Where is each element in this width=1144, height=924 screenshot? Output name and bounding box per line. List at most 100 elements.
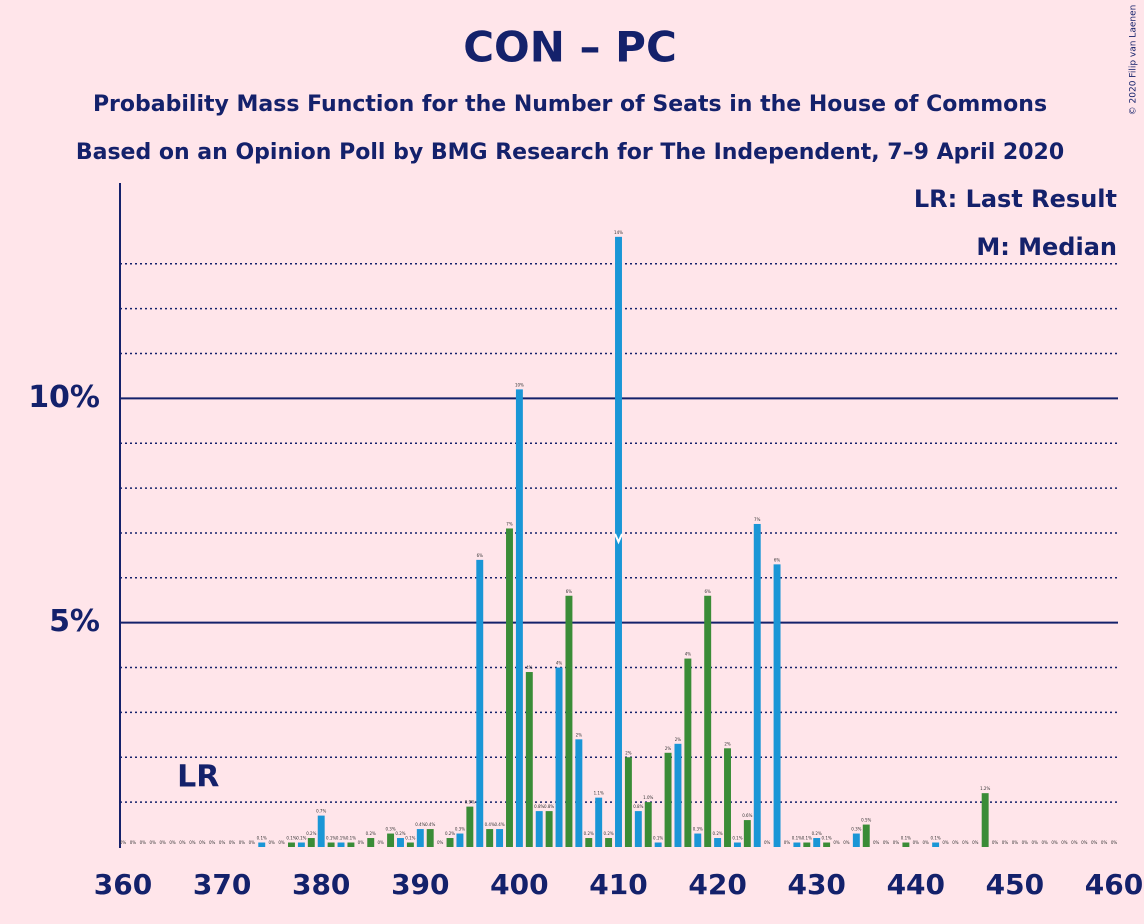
bar	[496, 829, 504, 847]
value-label: 0%	[437, 840, 444, 845]
bar	[515, 389, 523, 847]
median-marker	[614, 533, 623, 545]
value-label: 6%	[566, 589, 573, 594]
bar	[506, 528, 513, 847]
bar	[595, 797, 603, 847]
value-label: 0%	[1012, 840, 1019, 845]
bar	[724, 748, 731, 847]
value-label: 0%	[268, 840, 275, 845]
value-label: 0%	[913, 840, 920, 845]
value-label: 0.3%	[385, 827, 395, 832]
bar	[585, 838, 593, 847]
value-label: 0%	[1081, 840, 1088, 845]
value-label: 0%	[992, 840, 999, 845]
value-label: 0.2%	[713, 831, 723, 836]
value-label: 0.4%	[485, 822, 495, 827]
value-label: 0.1%	[336, 836, 346, 841]
value-label: 1.0%	[643, 795, 653, 800]
value-label: 6%	[477, 553, 484, 558]
value-label: 0.8%	[544, 804, 554, 809]
bar	[327, 842, 335, 847]
value-label: 0%	[179, 840, 186, 845]
value-label: 2%	[724, 741, 731, 746]
value-label: 0.4%	[425, 822, 435, 827]
value-label: 0%	[130, 840, 137, 845]
bar	[466, 806, 474, 847]
bar	[397, 838, 404, 847]
value-label: 0%	[239, 840, 246, 845]
bar	[694, 833, 702, 847]
bar	[387, 833, 395, 847]
value-label: 0%	[140, 840, 147, 845]
credit: © 2020 Filip van Laenen	[1129, 5, 1139, 116]
y-tick-label: 10%	[28, 380, 100, 415]
x-tick-label: 460	[1085, 868, 1143, 901]
bar	[258, 842, 266, 847]
value-label: 0%	[883, 840, 890, 845]
value-label: 0%	[1061, 840, 1068, 845]
value-label: 0%	[1032, 840, 1039, 845]
value-label: 0.2%	[445, 831, 455, 836]
value-label: 0.1%	[326, 836, 336, 841]
value-label: 2%	[576, 732, 583, 737]
value-label: 0%	[1051, 840, 1058, 845]
value-label: 0.2%	[306, 831, 316, 836]
value-label: 0%	[150, 840, 157, 845]
value-label: 0.3%	[455, 827, 465, 832]
bar	[654, 842, 662, 847]
x-tick-label: 400	[490, 868, 548, 901]
bar	[862, 824, 870, 847]
legend-entry: M: Median	[976, 233, 1117, 261]
bar	[565, 595, 573, 847]
value-label: 0.6%	[742, 813, 752, 818]
value-label: 4%	[685, 652, 692, 657]
bar	[605, 838, 613, 847]
value-label: 0.7%	[316, 809, 326, 814]
x-tick-label: 450	[986, 868, 1044, 901]
value-label: 0.2%	[395, 831, 405, 836]
bar	[347, 842, 355, 847]
value-label: 0.2%	[584, 831, 594, 836]
value-label: 2%	[625, 750, 632, 755]
value-label: 2%	[665, 746, 672, 751]
x-tick-label: 430	[787, 868, 845, 901]
value-label: 0.8%	[534, 804, 544, 809]
bar	[297, 842, 305, 847]
value-label: 0.1%	[931, 836, 941, 841]
value-label: 7%	[506, 521, 513, 526]
value-label: 0%	[843, 840, 850, 845]
value-label: 0%	[1111, 840, 1118, 845]
value-label: 6%	[774, 557, 781, 562]
value-label: 0%	[1041, 840, 1048, 845]
value-label: 0.1%	[286, 836, 296, 841]
value-label: 0%	[169, 840, 176, 845]
bar	[793, 842, 801, 847]
bar	[902, 842, 910, 847]
bar	[337, 842, 345, 847]
value-label: 0.1%	[802, 836, 812, 841]
bar	[684, 658, 692, 847]
value-label: 0.5%	[861, 818, 871, 823]
value-label: 2%	[675, 737, 682, 742]
bar	[743, 820, 751, 847]
value-label: 0.9%	[465, 800, 475, 805]
x-tick-label: 390	[391, 868, 449, 901]
value-label: 0%	[358, 840, 365, 845]
value-label: 0%	[942, 840, 949, 845]
value-label: 0%	[1091, 840, 1098, 845]
value-label: 0.1%	[653, 836, 663, 841]
value-label: 0.3%	[851, 827, 861, 832]
value-label: 0.1%	[296, 836, 306, 841]
value-label: 14%	[614, 230, 623, 235]
x-tick-label: 440	[887, 868, 945, 901]
value-label: 0.1%	[901, 836, 911, 841]
legend-entry: LR: Last Result	[914, 185, 1117, 213]
value-label: 7%	[754, 517, 761, 522]
x-tick-label: 410	[589, 868, 647, 901]
bar	[317, 815, 325, 847]
bar	[555, 667, 563, 847]
x-tick-label: 360	[94, 868, 152, 901]
value-label: 1.1%	[594, 791, 604, 796]
value-label: 0%	[120, 840, 127, 845]
x-tick-label: 370	[193, 868, 251, 901]
